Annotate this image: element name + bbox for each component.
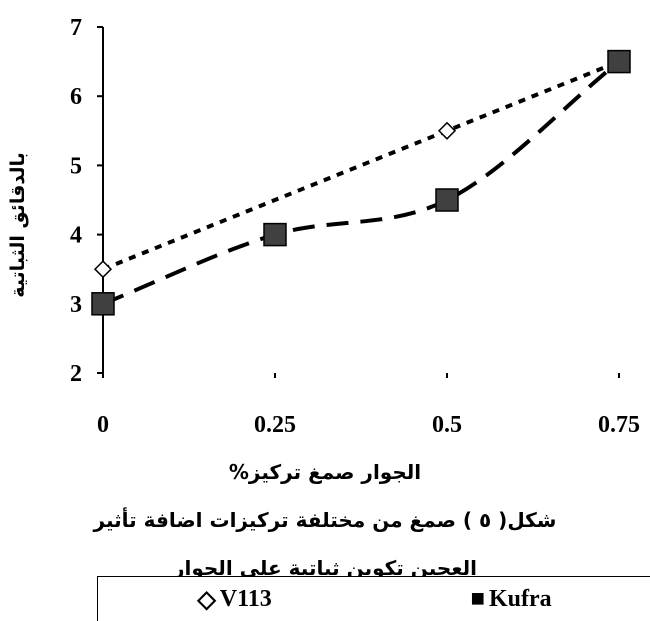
- y-tick-label: 6: [70, 84, 82, 110]
- y-tick-label: 4: [70, 223, 82, 249]
- data-point-v113: [93, 260, 113, 279]
- square-icon: ■: [470, 585, 485, 612]
- y-ticks: 2 3 4 5 6 7: [70, 15, 103, 387]
- series: [91, 49, 631, 316]
- x-tick-label: 0: [97, 412, 109, 438]
- data-point-kufra: [263, 222, 287, 247]
- legend-label-v113: V113: [219, 585, 272, 612]
- y-tick-label: 3: [70, 292, 82, 318]
- chart: 2 3 4 5 6 7 0 0.25 0.5 0.75 بالدقائق الثباتية: [7, 15, 640, 438]
- y-tick-label: 2: [70, 361, 82, 387]
- x-ticks: 0 0.25 0.5 0.75: [97, 373, 640, 438]
- legend-label-kufra: Kufra: [488, 585, 552, 612]
- figure-caption-line-1: شكل( ٥ ) صمغ من مختلفة تركيزات اضافة تأث…: [93, 508, 557, 532]
- x-tick-label: 0.5: [432, 412, 462, 438]
- y-tick-label: 5: [70, 153, 82, 179]
- legend: ◇ V113 ■ Kufra: [97, 576, 650, 621]
- data-point-v113: [437, 121, 457, 140]
- diamond-icon: ◇: [197, 586, 216, 613]
- data-point-kufra: [607, 49, 631, 74]
- y-tick-label: 7: [70, 15, 82, 41]
- series-line-v113: [102, 59, 620, 272]
- legend-item-v113: ◇ V113: [197, 585, 271, 614]
- y-axis-title: بالدقائق الثباتية: [7, 152, 29, 298]
- legend-item-kufra: ■ Kufra: [470, 586, 551, 613]
- x-tick-label: 0.75: [598, 412, 640, 438]
- series-line-kufra: [102, 60, 621, 306]
- x-axis-title: الجوار صمغ تركيز%: [228, 460, 422, 484]
- data-point-kufra: [91, 292, 115, 316]
- x-tick-label: 0.25: [254, 412, 296, 438]
- data-point-kufra: [435, 188, 459, 212]
